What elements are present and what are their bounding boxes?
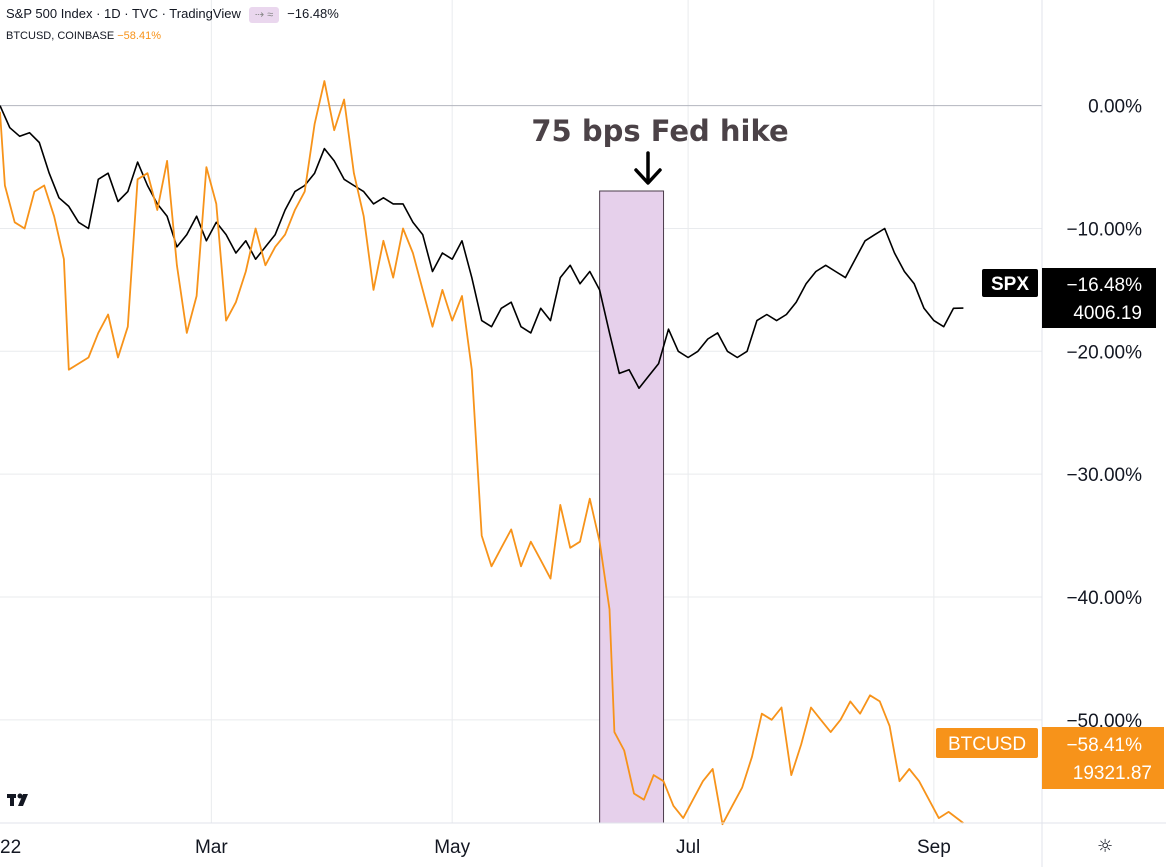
- spx-series-line: [0, 105, 964, 390]
- spx-price-label: −16.48% 4006.19: [1042, 268, 1156, 328]
- fed-hike-highlight: [599, 190, 665, 824]
- y-tick-label: −20.00%: [1066, 342, 1142, 363]
- y-tick-label: −50.00%: [1066, 711, 1142, 732]
- spx-tag-label: SPX: [991, 274, 1029, 295]
- tradingview-logo-icon[interactable]: [6, 790, 32, 812]
- btcusd-series-line: [0, 80, 964, 826]
- x-tick-label: Sep: [917, 837, 951, 858]
- y-axis-ticks[interactable]: 0.00% −10.00% −20.00% −30.00% −40.00% −50.00%: [1066, 97, 1142, 732]
- btcusd-tag[interactable]: BTCUSD: [936, 728, 1038, 758]
- x-tick-label: Jul: [676, 837, 700, 858]
- spx-pct-value: −16.48%: [1066, 275, 1142, 296]
- grid-layer: [0, 0, 1042, 823]
- x-axis-ticks[interactable]: 22 Mar May Jul Sep: [0, 837, 951, 858]
- x-tick-label: May: [434, 837, 470, 858]
- btcusd-pct-value: −58.41%: [1066, 735, 1142, 756]
- x-tick-label: Mar: [195, 837, 228, 858]
- gear-icon[interactable]: ☼: [1097, 836, 1114, 857]
- compare-change: −58.41%: [117, 30, 161, 42]
- y-tick-label: −40.00%: [1066, 588, 1142, 609]
- down-arrow-icon: [634, 151, 662, 185]
- symbol-title: S&P 500 Index · 1D · TVC · TradingView: [6, 6, 241, 21]
- btcusd-tag-label: BTCUSD: [948, 734, 1026, 755]
- btcusd-price-value: 19321.87: [1073, 763, 1152, 784]
- y-tick-label: −30.00%: [1066, 465, 1142, 486]
- compare-chip[interactable]: ⇢ ≈: [248, 7, 280, 23]
- spx-price-value: 4006.19: [1073, 303, 1142, 324]
- y-tick-label: −10.00%: [1066, 219, 1142, 240]
- header-change: −16.48%: [287, 6, 339, 21]
- chart-legend-compare[interactable]: BTCUSD, COINBASE −58.41%: [6, 30, 161, 42]
- y-tick-label: 0.00%: [1088, 97, 1142, 118]
- x-tick-label: 22: [0, 837, 21, 858]
- compare-symbol: BTCUSD, COINBASE: [6, 30, 115, 42]
- chart-legend-main[interactable]: S&P 500 Index · 1D · TVC · TradingView ⇢ …: [6, 6, 339, 23]
- spx-tag[interactable]: SPX: [982, 269, 1038, 297]
- btcusd-price-label: −58.41% 19321.87: [1042, 727, 1164, 789]
- fed-hike-annotation: 75 bps Fed hike: [531, 114, 788, 148]
